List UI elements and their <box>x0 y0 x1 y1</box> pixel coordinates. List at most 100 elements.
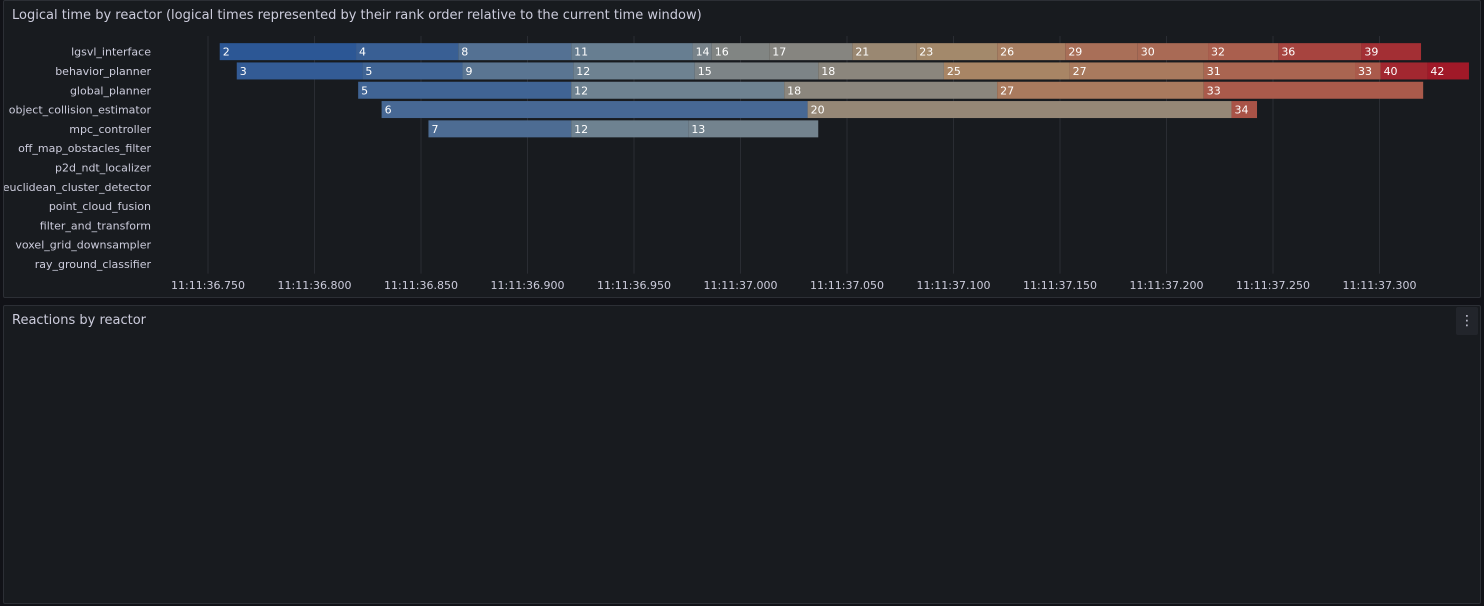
logical-time-panel: Logical time by reactor (logical times r… <box>3 0 1481 298</box>
bar-value-label: 36 <box>1281 46 1295 59</box>
timeline-bar <box>571 81 785 99</box>
bar-value-label: 29 <box>1068 46 1082 59</box>
timeline-bar <box>818 62 944 80</box>
timeline-bar <box>1208 43 1279 61</box>
timeline-bar <box>571 43 693 61</box>
bar-value-label: 16 <box>715 46 729 59</box>
timeline-bar <box>428 120 572 138</box>
timeline-bar <box>852 43 917 61</box>
bar-value-label: 6 <box>385 104 392 117</box>
bar-value-label: 18 <box>821 65 835 78</box>
bar-value-label: 20 <box>811 104 825 117</box>
bar-value-label: 39 <box>1364 46 1378 59</box>
timeline-bar <box>688 120 819 138</box>
category-label: global_planner <box>70 84 152 97</box>
bar-value-label: 33 <box>1207 84 1221 97</box>
timeline-bar <box>1065 43 1138 61</box>
category-label: object_collision_estimator <box>9 104 152 117</box>
bar-value-label: 21 <box>855 46 869 59</box>
timeline-bar <box>462 62 574 80</box>
x-tick-label: 11:11:37.300 <box>1343 279 1417 292</box>
reactions-panel: Reactions by reactor ⋮ <box>3 305 1481 604</box>
bar-value-label: 14 <box>696 46 710 59</box>
timeline-bar <box>1137 43 1209 61</box>
bar-value-label: 17 <box>772 46 786 59</box>
bar-value-label: 4 <box>359 46 366 59</box>
x-tick-label: 11:11:37.000 <box>704 279 778 292</box>
bar-value-label: 34 <box>1234 104 1248 117</box>
x-tick-label: 11:11:36.800 <box>278 279 352 292</box>
timeline-bar <box>356 43 459 61</box>
x-tick-label: 11:11:37.050 <box>810 279 884 292</box>
timeline-bar <box>362 62 463 80</box>
timeline-bar <box>916 43 998 61</box>
panel-title: Logical time by reactor (logical times r… <box>12 8 702 23</box>
x-tick-label: 11:11:37.100 <box>917 279 991 292</box>
timeline-bar <box>1380 62 1428 80</box>
bar-value-label: 8 <box>461 46 468 59</box>
x-tick-label: 11:11:37.250 <box>1236 279 1310 292</box>
timeline-bar <box>1203 62 1356 80</box>
bar-value-label: 2 <box>223 46 230 59</box>
bar-value-label: 30 <box>1141 46 1155 59</box>
category-label: behavior_planner <box>55 65 151 78</box>
bar-value-label: 12 <box>574 123 588 136</box>
timeline-bar <box>1355 62 1381 80</box>
category-label: lgsvl_interface <box>71 46 151 59</box>
bar-value-label: 5 <box>365 65 372 78</box>
bar-value-label: 32 <box>1211 46 1225 59</box>
category-label: p2d_ndt_localizer <box>55 161 151 174</box>
bar-value-label: 42 <box>1430 65 1444 78</box>
timeline-bar <box>236 62 363 80</box>
bar-value-label: 7 <box>431 123 438 136</box>
timeline-bar <box>1231 101 1258 119</box>
timeline-bar <box>694 62 819 80</box>
timeline-bar <box>1278 43 1362 61</box>
timeline-bar <box>943 62 1070 80</box>
bar-value-label: 12 <box>576 65 590 78</box>
timeline-bar <box>219 43 357 61</box>
bar-value-label: 9 <box>466 65 473 78</box>
timeline-bar <box>1069 62 1204 80</box>
timeline-bar <box>711 43 770 61</box>
timeline-bar <box>1203 81 1424 99</box>
category-label: point_cloud_fusion <box>49 200 151 213</box>
bar-value-label: 15 <box>698 65 712 78</box>
timeline-bar <box>807 101 1232 119</box>
bar-value-label: 23 <box>919 46 933 59</box>
reactions-chart <box>4 306 1482 605</box>
timeline-bar <box>458 43 572 61</box>
category-label: ray_ground_classifier <box>35 258 152 271</box>
bar-value-label: 25 <box>947 65 961 78</box>
x-tick-label: 11:11:37.200 <box>1130 279 1204 292</box>
timeline-bar <box>784 81 998 99</box>
x-tick-label: 11:11:36.900 <box>491 279 565 292</box>
timeline-bar <box>769 43 853 61</box>
bar-value-label: 31 <box>1207 65 1221 78</box>
bar-value-label: 27 <box>1000 84 1014 97</box>
bar-value-label: 11 <box>574 46 588 59</box>
bar-value-label: 12 <box>574 84 588 97</box>
timeline-bar <box>692 43 712 61</box>
bar-value-label: 40 <box>1384 65 1398 78</box>
category-label: off_map_obstacles_filter <box>18 142 151 155</box>
category-label: voxel_grid_downsampler <box>15 239 151 252</box>
timeline-bar <box>1427 62 1469 80</box>
timeline-bar <box>571 120 689 138</box>
timeline-bar <box>358 81 572 99</box>
bar-value-label: 33 <box>1358 65 1372 78</box>
x-tick-label: 11:11:36.750 <box>171 279 245 292</box>
x-tick-label: 11:11:37.150 <box>1023 279 1097 292</box>
timeline-bar <box>573 62 695 80</box>
timeline-bar <box>997 43 1066 61</box>
panel-title: Reactions by reactor <box>12 313 147 328</box>
x-tick-label: 11:11:36.950 <box>597 279 671 292</box>
x-tick-label: 11:11:36.850 <box>384 279 458 292</box>
bar-value-label: 3 <box>240 65 247 78</box>
bar-value-label: 13 <box>691 123 705 136</box>
bar-value-label: 27 <box>1073 65 1087 78</box>
panel-menu-icon[interactable]: ⋮ <box>1456 307 1478 335</box>
bar-value-label: 18 <box>787 84 801 97</box>
bar-value-label: 26 <box>1000 46 1014 59</box>
bar-value-label: 5 <box>361 84 368 97</box>
